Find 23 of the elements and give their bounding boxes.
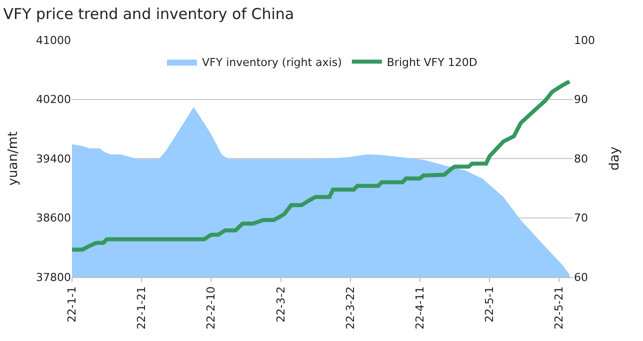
y-tick-label: 40200 [36,93,71,106]
x-tick-label: 22-1-21 [135,286,148,330]
y2-axis-title: day [608,146,623,170]
x-tick-label: 22-3-2 [274,286,288,322]
x-tick-label: 22-2-10 [204,286,218,330]
y2-tick-label: 70 [574,212,588,225]
y2-tick-label: 60 [574,270,588,284]
y-tick-label: 41000 [36,34,71,47]
x-tick-label: 22-1-1 [66,286,79,322]
chart-title: VFY price trend and inventory of China [3,5,294,24]
y2-tick-label: 90 [574,93,588,106]
y-axis-title: yuan/mt [6,131,21,186]
y2-tick-label: 80 [574,152,588,166]
y-tick-label: 39400 [36,152,71,166]
legend-label: VFY inventory (right axis) [202,56,342,69]
y-tick-label: 38600 [36,212,71,225]
x-tick-label: 22-5-1 [483,286,496,322]
x-tick-label: 22-3-22 [344,286,357,330]
legend-label: Bright VFY 120D [386,56,478,69]
x-tick-label: 22-4-11 [413,286,426,330]
y2-tick-label: 100 [574,34,595,47]
y-tick-label: 37800 [36,270,71,284]
x-tick-label: 22-5-21 [552,286,566,330]
